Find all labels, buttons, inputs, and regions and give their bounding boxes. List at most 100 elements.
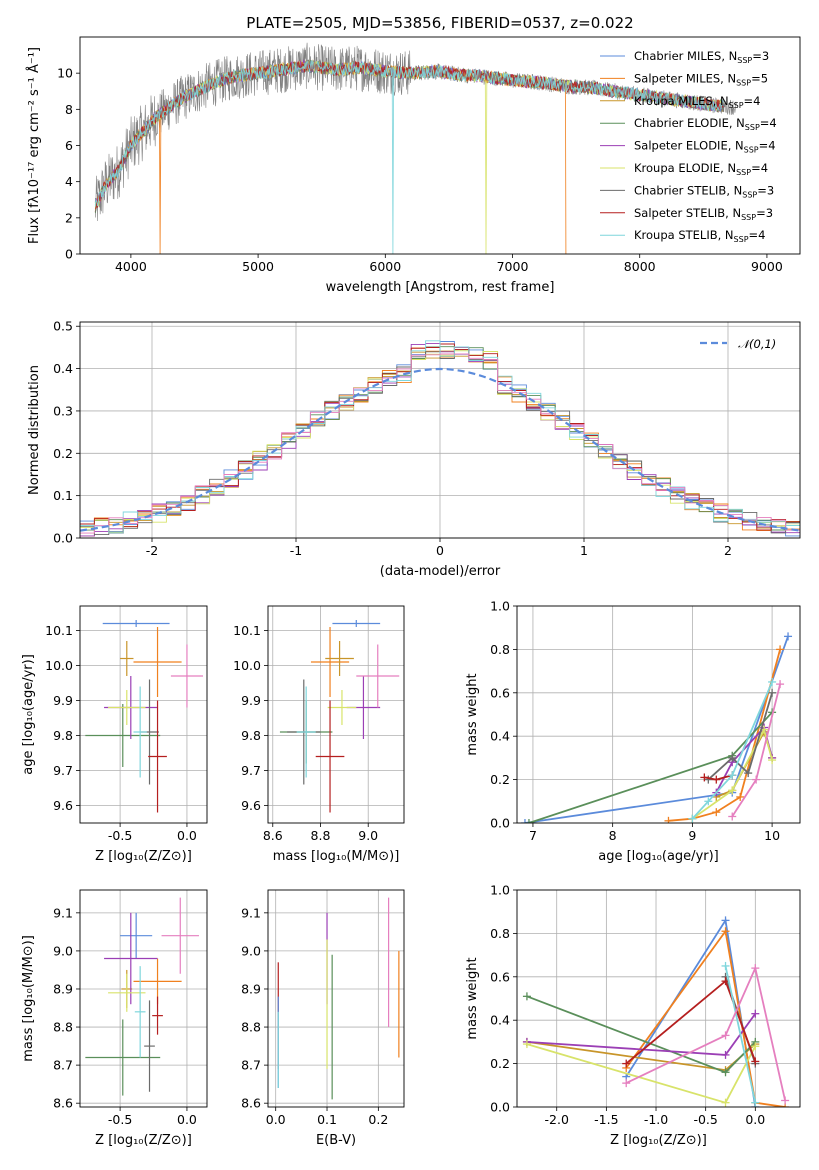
model-fit-line xyxy=(94,60,724,254)
y-tick-label: 0.0 xyxy=(490,816,510,831)
axes-frame xyxy=(79,889,208,1108)
weight-series-line xyxy=(691,727,773,820)
errorbar-point xyxy=(85,704,161,767)
x-tick-label: 8 xyxy=(609,828,617,843)
weight-marker xyxy=(751,1009,760,1018)
weight-marker xyxy=(728,771,737,780)
weight-marker xyxy=(721,916,730,925)
x-axis-label: Z [log₁₀(Z/Z⊙)] xyxy=(95,849,192,864)
weight-series-line xyxy=(691,681,773,820)
errorbar-point xyxy=(108,690,146,725)
x-axis-label: Z [log₁₀(Z/Z⊙)] xyxy=(610,1133,707,1148)
errorbar-point xyxy=(133,686,147,778)
y-tick-label: 8.9 xyxy=(241,981,261,996)
y-tick-label: 1.0 xyxy=(490,599,510,614)
y-tick-label: 9.6 xyxy=(53,798,73,813)
axes-frame xyxy=(79,605,208,824)
x-tick-label: 6000 xyxy=(369,259,401,274)
y-tick-label: 9.1 xyxy=(241,905,261,920)
y-tick-label: 8.8 xyxy=(53,1020,73,1035)
y-tick-label: 4 xyxy=(65,174,73,189)
errorbar-point xyxy=(161,897,199,974)
histogram-steps xyxy=(80,353,800,538)
legend-entry: Salpeter STELIB, NSSP=3 xyxy=(634,206,773,222)
errorbar-point xyxy=(102,620,170,627)
weight-marker xyxy=(744,769,753,778)
y-tick-label: 8.7 xyxy=(241,1058,261,1073)
y-tick-label: 0.2 xyxy=(490,772,510,787)
y-tick-label: 9.1 xyxy=(53,905,73,920)
y-tick-label: 0 xyxy=(65,247,73,262)
x-tick-label: 0 xyxy=(436,543,444,558)
panel-mass_vs_ebv: 0.0 0.1 0.2 8.6 8.7 8.8 8.9 9.0 9.1 E(B-V) xyxy=(241,889,405,1148)
weight-marker xyxy=(768,677,777,686)
axes-frame xyxy=(516,605,801,824)
axes-frame xyxy=(79,321,801,539)
weight-marker xyxy=(712,808,721,817)
x-tick-label: -0.5 xyxy=(693,1112,717,1127)
weight-marker xyxy=(721,961,730,970)
weight-marker xyxy=(721,1031,730,1040)
x-tick-label: 7000 xyxy=(497,259,529,274)
errorbar-point xyxy=(120,912,153,959)
errorbar-point xyxy=(120,641,134,676)
y-tick-label: 9.8 xyxy=(53,728,73,743)
weight-marker xyxy=(721,1068,730,1077)
axes-frame xyxy=(516,889,801,1108)
weight-marker xyxy=(728,812,737,821)
x-tick-label: 9.0 xyxy=(358,828,378,843)
y-axis-label: Flux [fλ10⁻¹⁷ erg cm⁻² s⁻¹ Å⁻¹] xyxy=(26,47,42,244)
y-tick-label: 8.7 xyxy=(53,1058,73,1073)
model-fit-line xyxy=(94,59,724,213)
normal-curve xyxy=(80,367,800,532)
weight-series-line xyxy=(724,965,757,1103)
errorbar-point xyxy=(144,1000,155,1092)
x-tick-label: 0.0 xyxy=(177,1112,197,1127)
y-axis-label: Normed distribution xyxy=(27,365,42,495)
y-tick-label: 0.1 xyxy=(53,488,73,503)
y-tick-label: 9.7 xyxy=(53,763,73,778)
plot-area xyxy=(94,42,737,254)
errorbar-point xyxy=(356,644,400,708)
x-tick-label: -0.5 xyxy=(108,828,132,843)
weight-series-line xyxy=(625,928,786,1107)
errorbar-point xyxy=(315,700,345,813)
plot-area xyxy=(277,897,400,1100)
panel-age_vs_Z: -0.5 0.0 9.6 9.7 9.8 9.9 10.0 10.1 Z [log₁₀(Z/Z⊙… xyxy=(21,605,208,864)
panel-weight_vs_Z: -2.0 -1.5 -1.0 -0.5 0.0 0.0 0.2 0.4 0.6 0.8 1.0 Z [… xyxy=(465,883,801,1148)
spectrum-legend: Chabrier MILES, NSSP=3 Salpeter MILES, NS… xyxy=(600,49,777,244)
y-tick-label: 2 xyxy=(65,210,73,225)
x-tick-label: 2 xyxy=(724,543,732,558)
errorbar-point xyxy=(104,912,158,1005)
errorbar-point xyxy=(134,966,146,1058)
x-axis-label: mass [log₁₀(M/M⊙)] xyxy=(273,849,400,864)
weight-marker xyxy=(768,756,777,765)
y-tick-label: 8 xyxy=(65,102,73,117)
x-tick-label: -1.0 xyxy=(644,1112,668,1127)
y-tick-label: 9.7 xyxy=(241,763,261,778)
weight-marker xyxy=(728,753,737,762)
plot-area xyxy=(85,620,203,813)
y-tick-label: 10.1 xyxy=(45,623,73,638)
axes-frame xyxy=(79,36,801,255)
panel-mass_vs_Z: -0.5 0.0 8.6 8.7 8.8 8.9 9.0 9.1 Z [log₁₀(Z/Z⊙)]… xyxy=(21,889,208,1148)
x-tick-label: -0.5 xyxy=(108,1112,132,1127)
weight-marker xyxy=(688,814,697,823)
y-tick-label: 10.0 xyxy=(233,658,261,673)
x-axis-label: (data-model)/error xyxy=(380,564,501,579)
weight-marker xyxy=(520,819,529,823)
legend-entry: Chabrier STELIB, NSSP=3 xyxy=(634,183,774,199)
weight-marker xyxy=(751,1057,760,1066)
x-tick-label: 4000 xyxy=(115,259,147,274)
panel-residuals: -2 -1 0 1 2 0.0 0.1 0.2 0.3 0.4 0.5 (data-model)/er… xyxy=(27,319,801,579)
y-tick-label: 10 xyxy=(57,66,73,81)
y-tick-label: 0.4 xyxy=(490,729,510,744)
x-tick-label: 7 xyxy=(529,828,537,843)
y-tick-label: 1.0 xyxy=(490,883,510,898)
x-tick-label: -2.0 xyxy=(545,1112,569,1127)
y-tick-label: 6 xyxy=(65,138,73,153)
weight-series-line xyxy=(707,692,773,781)
weight-marker xyxy=(622,1059,631,1068)
y-tick-label: 0.2 xyxy=(53,446,73,461)
